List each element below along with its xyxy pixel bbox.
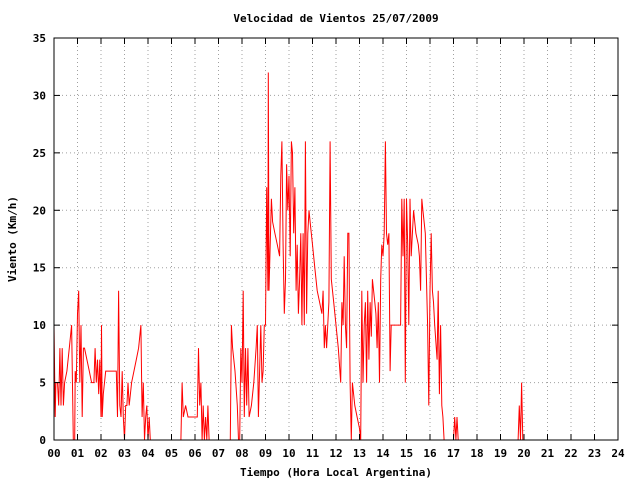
x-tick-label: 24: [611, 447, 625, 460]
x-tick-label: 20: [517, 447, 530, 460]
x-tick-label: 10: [282, 447, 295, 460]
y-tick-label: 20: [33, 204, 46, 217]
x-tick-label: 09: [259, 447, 272, 460]
y-tick-label: 5: [39, 377, 46, 390]
x-tick-label: 15: [400, 447, 413, 460]
grid: [54, 38, 618, 440]
x-tick-label: 13: [353, 447, 366, 460]
x-tick-label: 12: [329, 447, 342, 460]
x-tick-label: 07: [212, 447, 225, 460]
x-tick-label: 16: [423, 447, 437, 460]
x-tick-label: 18: [470, 447, 483, 460]
x-tick-label: 04: [141, 447, 155, 460]
x-tick-label: 02: [94, 447, 107, 460]
x-tick-label: 22: [564, 447, 577, 460]
x-tick-label: 11: [306, 447, 320, 460]
x-tick-label: 08: [235, 447, 248, 460]
x-tick-label: 05: [165, 447, 178, 460]
x-tick-label: 19: [494, 447, 507, 460]
y-tick-label: 30: [33, 89, 46, 102]
x-tick-label: 03: [118, 447, 131, 460]
x-tick-label: 06: [188, 447, 202, 460]
x-tick-label: 01: [71, 447, 85, 460]
y-tick-label: 25: [33, 147, 46, 160]
x-axis-label: Tiempo (Hora Local Argentina): [240, 466, 432, 479]
chart-title: Velocidad de Vientos 25/07/2009: [233, 12, 438, 25]
x-tick-label: 14: [376, 447, 390, 460]
wind-series-line: [53, 72, 524, 441]
y-tick-label: 15: [33, 262, 46, 275]
x-tick-label: 00: [47, 447, 60, 460]
y-tick-label: 10: [33, 319, 46, 332]
x-tick-label: 23: [588, 447, 601, 460]
series-layer: [53, 72, 524, 441]
y-tick-label: 0: [39, 434, 46, 447]
axis-ticks: 00 01 02 03 04 05 06 07 08 09 10 11 12 13 14 15 16 17 18 19…: [33, 32, 625, 460]
y-tick-label: 35: [33, 32, 46, 45]
x-tick-label: 21: [541, 447, 555, 460]
x-tick-label: 17: [447, 447, 460, 460]
y-axis-label: Viento (Km/h): [6, 196, 19, 282]
